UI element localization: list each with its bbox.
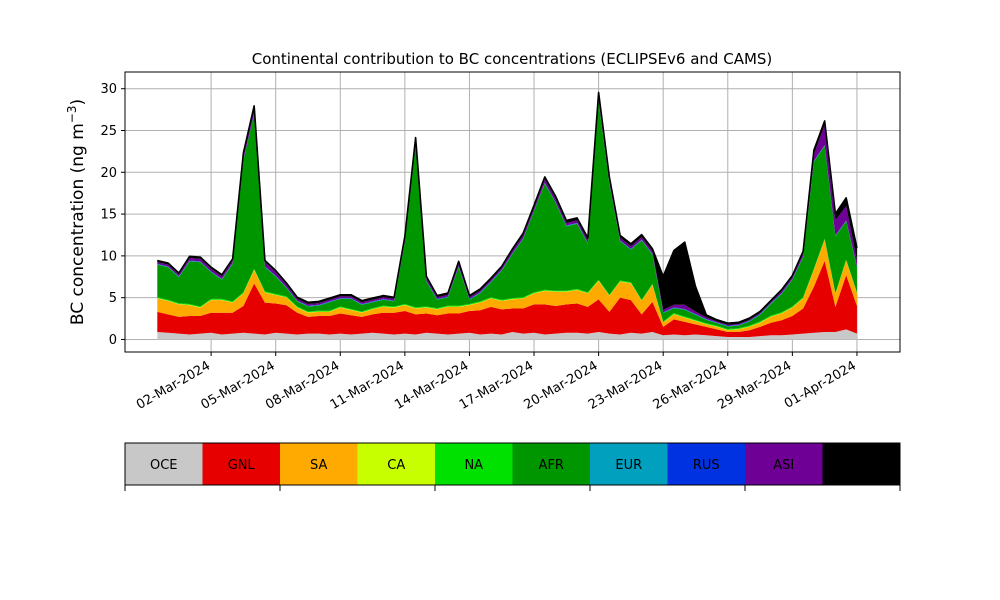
total-line-group [157,91,858,324]
legend-label-asi: ASI [773,458,794,473]
legend-swatch-ca [357,443,436,485]
plot-frame [124,71,901,353]
y-tick-label: 10 [100,249,117,264]
y-axis-label-close: ) [68,99,88,106]
legend-swatch-gnl [202,443,281,485]
area-oce [157,329,857,340]
area-gnl [157,260,857,337]
chart-title: Continental contribution to BC concentra… [252,50,773,68]
y-tick-label: 30 [100,82,117,97]
legend-label-afr: AFR [539,458,564,473]
legend-label-na: NA [464,458,483,473]
legend-swatch-afr [512,443,591,485]
y-axis-ticks: 0 5 10 15 20 25 30 [100,82,125,348]
region-colorbar-legend: OCE GNL SA CA NA AFR EUR RUS ASI AUS [124,442,901,491]
legend-swatch-na [435,443,513,485]
x-tick-label: 29-Mar-2024 [715,358,794,412]
legend-label-oce: OCE [150,458,178,473]
legend-label-ca: CA [387,458,405,473]
y-axis-label: BC concentration (ng m−3) [65,99,88,325]
y-axis-label-main: BC concentration (ng m [68,123,88,325]
y-tick-label: 20 [100,166,117,181]
area-aus [157,92,857,325]
legend-swatch-rus [667,443,746,485]
x-axis-ticks: 02-Mar-202405-Mar-202408-Mar-202411-Mar-… [134,352,859,413]
y-tick-label: 5 [109,291,117,306]
legend-swatch-sa [280,443,358,485]
legend-label-rus: RUS [693,458,720,473]
legend-label-sa: SA [310,458,327,473]
y-tick-label: 0 [109,333,117,348]
stacked-areas [157,92,857,340]
legend-swatch-aus [822,443,901,485]
legend-swatch-oce [125,443,203,485]
legend-label-gnl: GNL [228,458,256,473]
y-tick-label: 25 [100,124,117,139]
legend-label-eur: EUR [615,458,642,473]
area-afr [157,101,857,330]
legend-frame [124,442,901,486]
y-axis-label-superscript: −3 [65,105,79,123]
legend-swatch-eur [590,443,668,485]
total-line [157,91,858,324]
legend-swatch-asi [745,443,823,485]
y-tick-label: 15 [100,208,117,223]
legend-label-aus: AUS [848,458,875,473]
x-tick-label: 01-Apr-2024 [782,358,859,411]
